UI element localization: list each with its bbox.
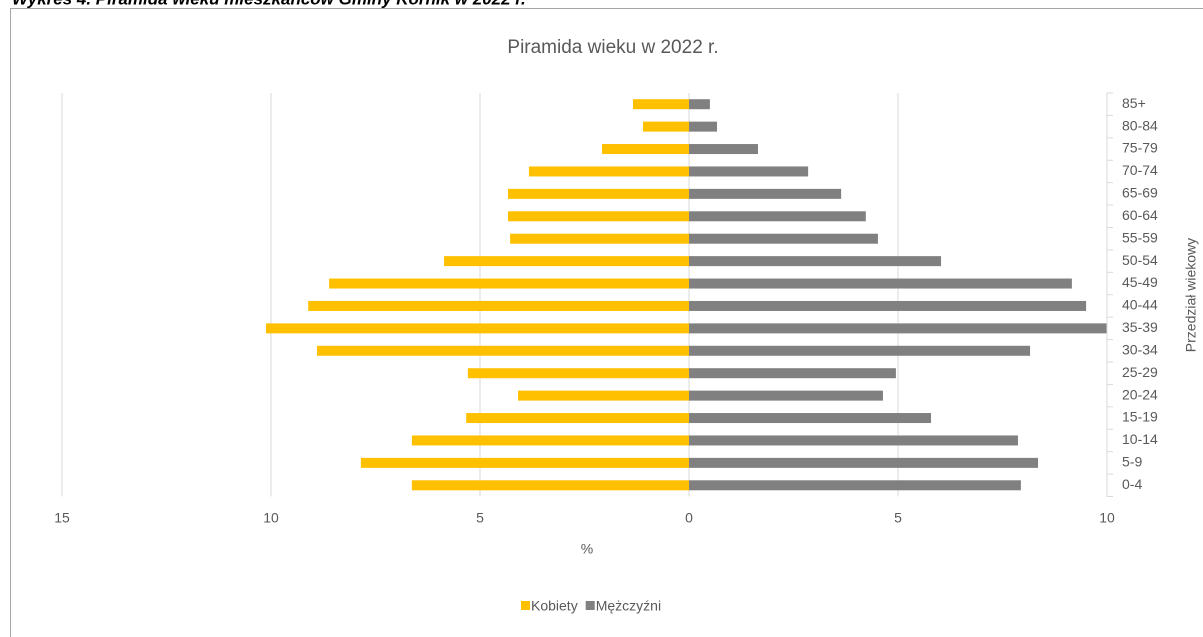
bar bbox=[689, 300, 1087, 311]
y-tick-label: 45-49 bbox=[1122, 274, 1158, 290]
bar bbox=[632, 99, 689, 110]
bar bbox=[518, 390, 689, 401]
y-tick-label: 5-9 bbox=[1122, 454, 1142, 470]
y-tick-label: 65-69 bbox=[1122, 185, 1158, 201]
y-tick-label: 75-79 bbox=[1122, 140, 1158, 156]
bar bbox=[689, 278, 1072, 289]
x-tick-label: 10 bbox=[1099, 510, 1115, 526]
bar bbox=[689, 121, 718, 132]
bar bbox=[528, 166, 689, 177]
x-tick-label: 5 bbox=[476, 510, 484, 526]
bar bbox=[467, 368, 689, 379]
bar bbox=[643, 121, 689, 132]
y-tick-label: 70-74 bbox=[1122, 162, 1158, 178]
legend-label: Kobiety bbox=[531, 598, 578, 614]
y-tick-label: 80-84 bbox=[1122, 117, 1158, 133]
bar bbox=[689, 480, 1021, 491]
x-tick-label: 0 bbox=[685, 510, 693, 526]
y-tick-label: 55-59 bbox=[1122, 229, 1158, 245]
x-axis-title: % bbox=[581, 541, 593, 557]
x-tick-label: 10 bbox=[263, 510, 279, 526]
bar bbox=[411, 480, 689, 491]
bar bbox=[689, 188, 842, 199]
bar bbox=[689, 166, 809, 177]
bar bbox=[360, 457, 689, 468]
bar bbox=[689, 211, 866, 222]
y-tick-label: 50-54 bbox=[1122, 252, 1158, 268]
bar bbox=[602, 144, 689, 155]
bar bbox=[689, 99, 710, 110]
y-axis-title: Przedział wiekowy bbox=[1183, 238, 1199, 352]
y-tick-label: 10-14 bbox=[1122, 431, 1158, 447]
legend-label: Mężczyźni bbox=[596, 598, 661, 614]
y-tick-label: 20-24 bbox=[1122, 386, 1158, 402]
bar bbox=[689, 457, 1039, 468]
y-tick-label: 40-44 bbox=[1122, 297, 1158, 313]
bar bbox=[411, 435, 689, 446]
bar bbox=[689, 256, 942, 267]
heading: Wykres 4. Piramida wieku mieszkańców Gmi… bbox=[12, 0, 526, 8]
legend-swatch bbox=[521, 601, 530, 610]
bar bbox=[329, 278, 689, 289]
bar bbox=[508, 211, 689, 222]
chart-title: Piramida wieku w 2022 r. bbox=[507, 37, 718, 58]
bar bbox=[689, 144, 758, 155]
bar bbox=[508, 188, 689, 199]
bar bbox=[689, 345, 1031, 356]
y-tick-label: 15-19 bbox=[1122, 409, 1158, 425]
legend-swatch bbox=[585, 601, 595, 610]
bar bbox=[689, 390, 883, 401]
bar bbox=[444, 256, 689, 267]
y-tick-label: 30-34 bbox=[1122, 341, 1158, 357]
y-tick-label: 25-29 bbox=[1122, 364, 1158, 380]
bar bbox=[316, 345, 689, 356]
bar bbox=[510, 233, 689, 244]
bar bbox=[308, 300, 689, 311]
bar bbox=[689, 233, 878, 244]
x-tick-label: 5 bbox=[894, 510, 902, 526]
y-tick-label: 0-4 bbox=[1122, 476, 1142, 492]
bar bbox=[689, 413, 932, 424]
y-tick-label: 85+ bbox=[1122, 95, 1146, 111]
x-tick-label: 15 bbox=[54, 510, 70, 526]
bar bbox=[689, 435, 1018, 446]
bar bbox=[689, 368, 896, 379]
bar bbox=[689, 323, 1107, 334]
y-tick-label: 60-64 bbox=[1122, 207, 1158, 223]
y-tick-label: 35-39 bbox=[1122, 319, 1158, 335]
chart-frame bbox=[10, 8, 1203, 637]
bar bbox=[265, 323, 689, 334]
bar bbox=[466, 413, 689, 424]
